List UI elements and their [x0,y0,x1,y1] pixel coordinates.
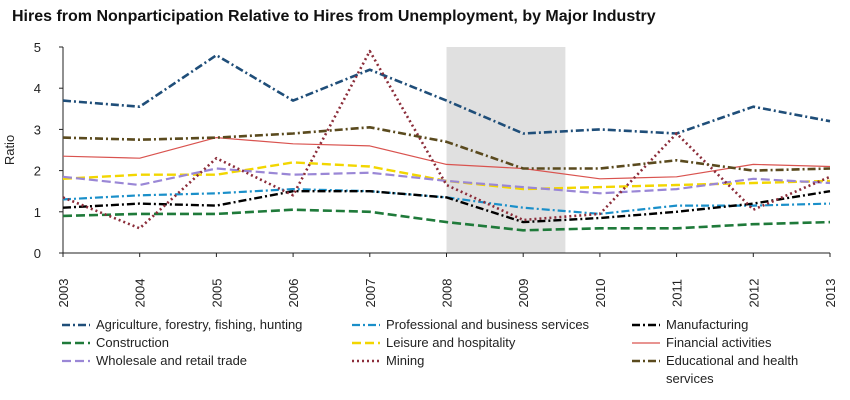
legend-label: Professional and business services [386,317,590,332]
series-lines [62,49,831,232]
x-tick-label: 2011 [670,279,685,307]
legend-label: Construction [96,335,169,350]
x-tick-label: 2010 [593,279,608,308]
x-tick-label: 2005 [209,279,224,308]
x-tick-label: 2004 [133,279,148,308]
legend: Agriculture, forestry, fishing, hunting P… [62,317,798,386]
series-line-agriculture-forestry-fishing-hunting [62,53,831,135]
series-line-mining [62,49,831,230]
series-line-manufacturing [62,189,831,224]
x-tick-label: 2009 [516,279,531,308]
recession-shading [446,47,566,253]
legend-label: Agriculture, forestry, fishing, hunting [96,317,302,332]
series-line-financial-activities [62,137,831,180]
legend-label: Manufacturing [666,317,748,332]
y-tick-label: 3 [34,122,41,137]
x-tick-label: 2007 [363,279,378,308]
legend-label: Wholesale and retail trade [96,353,247,368]
series-line-construction [62,208,831,232]
legend-label: Mining [386,353,424,368]
legend-label: Financial activities [666,335,772,350]
legend-label: Leisure and hospitality [386,335,516,350]
x-tick-label: 2008 [440,279,455,308]
x-tick-label: 2006 [286,279,301,308]
series-line-leisure-and-hospitality [62,161,831,191]
y-tick-label: 2 [34,164,41,179]
x-tick-label: 2012 [746,279,761,308]
y-axis-label: Ratio [2,135,17,165]
x-tick-label: 2013 [823,279,838,308]
axes: 0 1 2 3 4 5 2003 2004 2005 2006 2007 2008 2009 2010 20… [34,40,838,307]
series-line-educational-and-health-services [62,126,831,172]
x-tick-label: 2003 [56,279,71,308]
y-tick-label: 0 [34,246,41,261]
y-tick-label: 1 [34,205,41,220]
y-tick-label: 5 [34,40,41,55]
chart-title: Hires from Nonparticipation Relative to … [12,8,656,25]
series-line-wholesale-and-retail-trade [62,167,831,195]
legend-label: Educational and health services [666,353,798,386]
y-tick-label: 4 [34,81,41,96]
